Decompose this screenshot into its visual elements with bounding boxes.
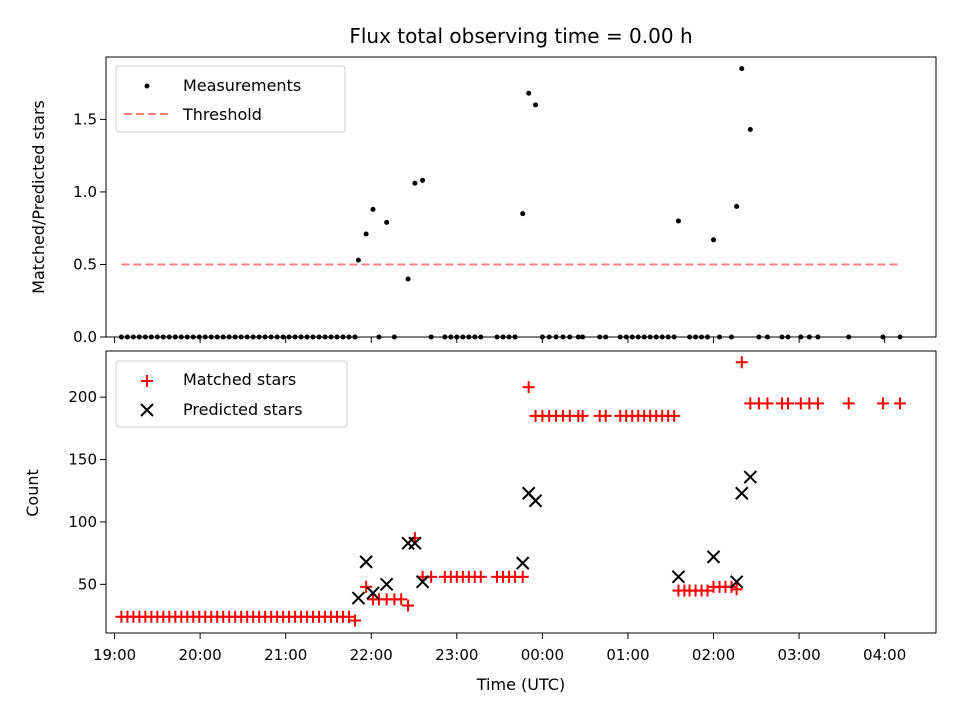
x-axis-label: Time (UTC) bbox=[476, 675, 565, 694]
bottom-legend: Matched stars Predicted stars bbox=[115, 360, 348, 428]
matched-stars-point bbox=[360, 580, 373, 593]
matched-stars-point bbox=[894, 397, 907, 410]
bottom-legend-box bbox=[115, 360, 348, 428]
x-tick-label: 19:00 bbox=[93, 646, 136, 664]
predicted-stars-point bbox=[528, 494, 543, 508]
y-tick-label: 1.0 bbox=[73, 183, 97, 201]
y-tick-label: 150 bbox=[68, 451, 97, 469]
y-tick-label: 1.5 bbox=[73, 110, 97, 128]
legend-threshold-label: Threshold bbox=[182, 105, 262, 124]
legend-measurements-label: Measurements bbox=[183, 76, 301, 95]
predicted-stars-point bbox=[706, 550, 721, 564]
matched-stars-point bbox=[842, 397, 855, 410]
measurement-point bbox=[739, 66, 745, 72]
matched-stars-point bbox=[730, 583, 743, 596]
measurement-point bbox=[355, 257, 361, 263]
matched-stars-point bbox=[576, 409, 589, 422]
matched-stars-point bbox=[474, 570, 487, 583]
bottom-axes: 50 100 150 200 19:00 20:00 21:00 22:00 23:00 00:0… bbox=[68, 388, 906, 664]
measurement-point bbox=[747, 127, 753, 133]
matched-stars-point bbox=[395, 593, 408, 606]
matched-stars-point bbox=[876, 397, 889, 410]
top-legend: Measurements Threshold bbox=[115, 65, 346, 133]
top-axes: 0.0 0.5 1.0 1.5 bbox=[73, 110, 886, 346]
y-tick-label: 0.5 bbox=[73, 255, 97, 273]
predicted-stars-point bbox=[351, 591, 366, 605]
x-tick-label: 03:00 bbox=[777, 646, 820, 664]
measurement-point bbox=[526, 90, 532, 96]
predicted-stars-point bbox=[359, 555, 373, 569]
x-tick-label: 20:00 bbox=[179, 646, 222, 664]
top-legend-box bbox=[115, 65, 346, 133]
predicted-stars-point bbox=[735, 486, 749, 500]
top-panel: Matched/Predicted stars 0.0 0.5 1.0 1.5 Mea… bbox=[29, 56, 937, 346]
legend-predicted-label: Predicted stars bbox=[183, 400, 303, 419]
matched-stars-point bbox=[735, 356, 748, 369]
y-tick-label: 0.0 bbox=[73, 328, 97, 346]
top-ylabel: Matched/Predicted stars bbox=[29, 100, 48, 294]
bottom-ylabel: Count bbox=[23, 469, 42, 517]
predicted-stars-point bbox=[379, 577, 394, 592]
measurement-point bbox=[370, 206, 376, 212]
predicted-stars-point bbox=[729, 575, 744, 589]
x-tick-label: 00:00 bbox=[521, 646, 564, 664]
legend-matched-label: Matched stars bbox=[183, 370, 296, 389]
matched-stars-point bbox=[349, 614, 361, 627]
measurement-point bbox=[533, 102, 539, 108]
predicted-stars-point bbox=[408, 536, 422, 550]
bottom-panel: Count 50 100 150 200 19:00 20:00 21:00 22:00 23:… bbox=[23, 350, 937, 694]
predicted-stars-point bbox=[415, 575, 430, 589]
measurement-point bbox=[405, 276, 411, 282]
matched-stars-point bbox=[668, 409, 681, 422]
matched-stars-point bbox=[599, 409, 612, 422]
predicted-stars-point bbox=[516, 556, 530, 570]
matched-stars-point bbox=[761, 397, 774, 410]
legend-matched-marker bbox=[141, 375, 153, 387]
predicted-stars-point bbox=[743, 470, 758, 484]
legend-measurements-marker bbox=[144, 83, 150, 89]
matched-stars-point bbox=[402, 599, 415, 612]
x-tick-label: 02:00 bbox=[692, 646, 735, 664]
matched-stars-point bbox=[811, 397, 824, 410]
measurement-point bbox=[711, 237, 717, 243]
matched-stars-point bbox=[781, 397, 794, 410]
measurement-point bbox=[420, 177, 426, 183]
bottom-plot-marks bbox=[115, 356, 907, 627]
y-tick-label: 100 bbox=[68, 513, 97, 531]
predicted-stars-point bbox=[671, 570, 686, 584]
x-tick-label: 04:00 bbox=[863, 646, 906, 664]
predicted-stars-point bbox=[366, 586, 380, 600]
y-tick-label: 50 bbox=[78, 575, 97, 593]
bottom-plot-frame bbox=[105, 350, 937, 634]
predicted-stars-point bbox=[401, 536, 415, 550]
measurement-point bbox=[363, 231, 369, 237]
y-tick-label: 200 bbox=[68, 388, 97, 406]
legend-predicted-marker bbox=[140, 403, 154, 417]
matched-stars-point bbox=[516, 570, 529, 583]
measurement-point bbox=[734, 203, 740, 209]
x-tick-label: 22:00 bbox=[350, 646, 393, 664]
measurement-point bbox=[520, 211, 526, 217]
measurement-point bbox=[412, 180, 418, 186]
x-tick-label: 23:00 bbox=[435, 646, 478, 664]
x-tick-label: 01:00 bbox=[606, 646, 649, 664]
chart-title: Flux total observing time = 0.00 h bbox=[349, 24, 692, 48]
x-tick-label: 21:00 bbox=[264, 646, 307, 664]
measurement-point bbox=[384, 219, 390, 225]
top-plot-frame bbox=[105, 56, 937, 338]
matched-stars-point bbox=[522, 381, 535, 394]
measurement-point bbox=[675, 218, 681, 224]
